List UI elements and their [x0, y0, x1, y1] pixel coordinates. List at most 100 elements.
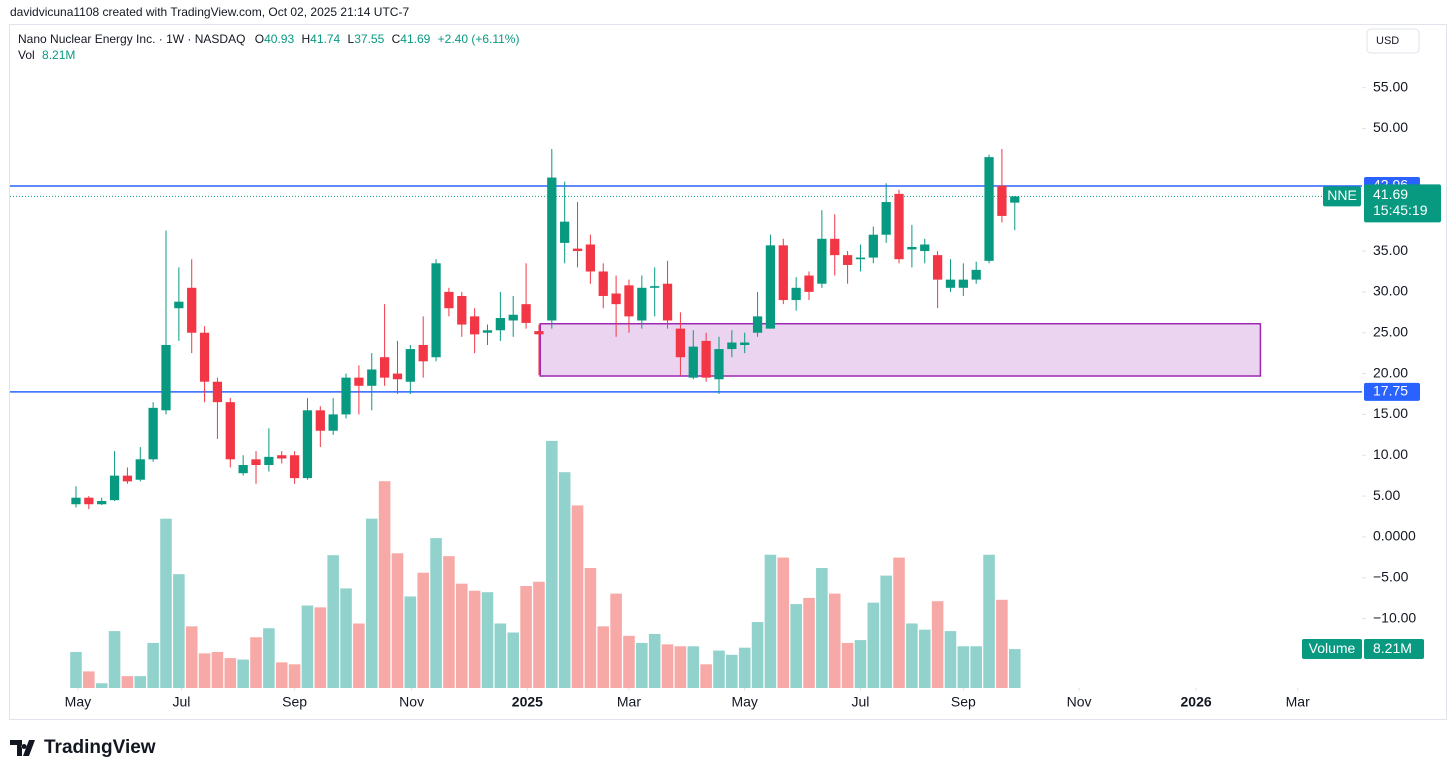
- y-tick-label: −10.00: [1373, 609, 1416, 625]
- volume-bar: [173, 574, 185, 688]
- currency[interactable]: USD: [1376, 35, 1399, 47]
- volume-bar: [365, 518, 378, 688]
- candle-body: [161, 344, 171, 411]
- volume-bar: [597, 626, 610, 688]
- volume-bar: [263, 628, 275, 688]
- candle-body: [289, 455, 300, 479]
- candle-body: [675, 328, 686, 358]
- candle-body: [637, 287, 647, 321]
- volume-bar: [340, 588, 352, 688]
- x-tick-label: May: [731, 694, 757, 710]
- legend-h: H: [301, 32, 310, 46]
- y-tick-label: 0.0000: [1373, 528, 1416, 544]
- volume-bar: [70, 651, 82, 688]
- currency-box[interactable]: [1366, 28, 1420, 54]
- candle-body: [958, 279, 968, 288]
- symbol-box: [1323, 186, 1361, 207]
- candle-body: [457, 295, 467, 325]
- volume-bar: [417, 572, 429, 688]
- volume-bar: [250, 637, 262, 688]
- candle-body: [740, 342, 750, 345]
- candle-body: [945, 279, 956, 288]
- x-tick-label: Mar: [617, 694, 641, 710]
- last-price-box: [1364, 184, 1441, 223]
- y-tick-label: 20.00: [1373, 364, 1408, 380]
- candle-body: [932, 255, 943, 280]
- legend-l: L: [348, 32, 355, 46]
- candle-body: [585, 244, 596, 272]
- volume-bar: [134, 676, 147, 688]
- candle-body: [328, 414, 338, 431]
- volume-bar: [648, 633, 661, 688]
- volume-bar: [558, 472, 571, 688]
- candle-body: [855, 257, 866, 260]
- candle-body: [495, 318, 505, 331]
- volume-bar: [430, 538, 442, 688]
- candle-body: [1010, 196, 1020, 203]
- volume-bar: [443, 556, 455, 688]
- logo: [10, 740, 35, 756]
- volume-legend-name: Vol: [18, 48, 35, 62]
- volume-name: Volume: [1309, 640, 1356, 656]
- candle-body: [238, 465, 248, 474]
- volume-bar: [777, 557, 790, 688]
- candle-body: [881, 202, 891, 235]
- candle-body: [315, 410, 325, 431]
- volume-bar: [957, 646, 970, 688]
- volume-bar: [83, 671, 95, 688]
- header: davidvicuna1108 created with TradingView…: [10, 5, 409, 19]
- volume-bar: [237, 659, 249, 688]
- candle-body: [109, 475, 120, 501]
- candle-body: [572, 248, 583, 252]
- volume-bar: [455, 583, 468, 688]
- volume-bar: [1008, 649, 1021, 688]
- candle-body: [405, 349, 415, 382]
- volume-bar: [841, 642, 854, 688]
- legend-title: Nano Nuclear Energy Inc. · 1W · NASDAQ: [18, 32, 245, 46]
- footer-brand: TradingView: [44, 737, 156, 758]
- y-tick-label: 15.00: [1373, 405, 1408, 421]
- candle-body: [624, 285, 634, 317]
- legend-high: 41.74: [310, 32, 340, 46]
- volume-bar: [121, 676, 134, 688]
- candle-body: [765, 245, 776, 329]
- volume-bar: [507, 632, 520, 688]
- volume-bar: [790, 604, 802, 688]
- volume-bar: [546, 440, 558, 688]
- volume-bar: [327, 555, 339, 688]
- volume-value: 8.21M: [1373, 640, 1412, 656]
- volume-bar: [353, 623, 365, 688]
- volume-bar: [854, 640, 867, 688]
- candle-body: [701, 340, 711, 378]
- last-price: 41.69: [1373, 186, 1408, 202]
- volume-bar: [880, 575, 892, 688]
- candle-body: [354, 377, 364, 386]
- candle-body: [868, 234, 878, 258]
- volume-bar: [185, 626, 198, 688]
- candle-body: [277, 455, 287, 459]
- candle-body: [225, 402, 235, 460]
- legend-low: 37.55: [354, 32, 384, 46]
- candle-body: [302, 410, 313, 479]
- candle-body: [791, 287, 801, 301]
- volume-bar: [970, 646, 982, 688]
- x-tick-label: Mar: [1286, 694, 1310, 710]
- volume-bar: [198, 653, 211, 688]
- y-tick-label: 10.00: [1373, 446, 1408, 462]
- volume-bar: [275, 662, 288, 688]
- volume-bar: [687, 646, 700, 688]
- volume-bar: [918, 629, 931, 688]
- volume-bar: [160, 518, 172, 688]
- volume-bar: [301, 605, 314, 688]
- candle-body: [508, 314, 518, 321]
- candle-body: [174, 301, 184, 309]
- legend-o: O: [255, 32, 264, 46]
- volume-bar: [713, 650, 725, 688]
- volume-value-box: [1364, 639, 1424, 660]
- chart-frame: [9, 24, 1447, 720]
- candle-body: [367, 369, 377, 386]
- volume-bar: [468, 590, 481, 688]
- candle-body: [714, 349, 724, 380]
